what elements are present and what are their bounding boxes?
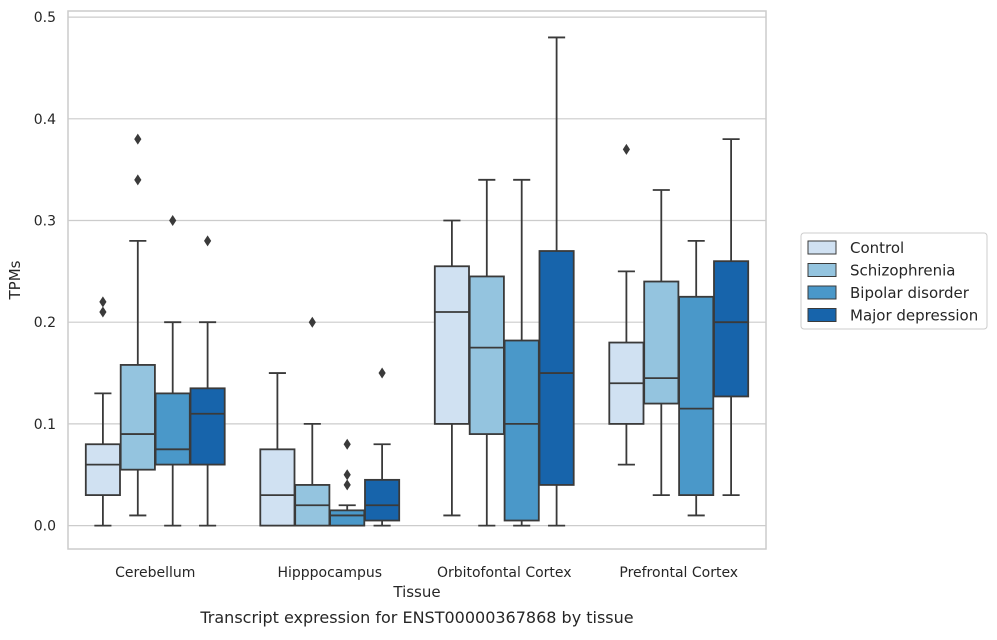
legend-swatch bbox=[807, 263, 837, 277]
box-3-0 bbox=[608, 143, 645, 466]
box-3-1 bbox=[643, 189, 680, 496]
outlier-point bbox=[204, 235, 212, 247]
legend-swatch bbox=[807, 308, 837, 322]
iqr-box bbox=[84, 443, 121, 496]
outlier-point bbox=[343, 469, 351, 481]
x-tick-label: Hipppocampus bbox=[277, 565, 382, 581]
outlier-point bbox=[308, 316, 316, 328]
iqr-box bbox=[364, 478, 401, 522]
iqr-box bbox=[713, 260, 750, 398]
y-tick-label: 0.2 bbox=[34, 315, 56, 331]
y-tick-label: 0.4 bbox=[34, 112, 56, 128]
box-2-2 bbox=[503, 178, 540, 527]
chart-caption: Transcript expression for ENST0000036786… bbox=[199, 608, 633, 627]
box-layer bbox=[84, 36, 750, 527]
x-tick-label: Prefrontal Cortex bbox=[619, 565, 738, 581]
legend-frame bbox=[800, 232, 988, 330]
x-axis-label: Tissue bbox=[392, 583, 440, 601]
outlier-point bbox=[343, 438, 351, 450]
x-tick-label: Orbitofontal Cortex bbox=[437, 565, 572, 581]
legend-label: Major depression bbox=[850, 307, 978, 325]
box-0-2 bbox=[154, 215, 191, 527]
y-axis-label: TPMs bbox=[6, 260, 24, 300]
iqr-box bbox=[468, 275, 505, 435]
legend-label: Control bbox=[850, 239, 904, 257]
x-tick-label: Cerebellum bbox=[115, 565, 195, 581]
iqr-box bbox=[119, 364, 156, 471]
box-0-0 bbox=[84, 296, 121, 527]
outlier-point bbox=[343, 479, 351, 491]
iqr-box bbox=[189, 387, 226, 466]
outlier-point bbox=[134, 133, 142, 145]
box-3-2 bbox=[678, 239, 715, 517]
legend-label: Schizophrenia bbox=[850, 262, 955, 280]
box-2-3 bbox=[538, 36, 575, 527]
iqr-box bbox=[678, 295, 715, 496]
legend-swatch bbox=[807, 240, 837, 255]
outlier-point bbox=[378, 367, 386, 379]
box-1-3 bbox=[364, 367, 401, 527]
iqr-box bbox=[154, 392, 191, 466]
legend-swatch bbox=[807, 285, 837, 300]
iqr-box bbox=[538, 250, 575, 486]
y-tick-label: 0.3 bbox=[34, 214, 56, 230]
legend: Control Schizophrenia Bipolar disorder Majo… bbox=[800, 232, 988, 330]
outlier-point bbox=[169, 215, 177, 227]
y-tick-label: 0.5 bbox=[34, 10, 56, 26]
box-2-1 bbox=[468, 178, 505, 527]
x-tick-labels: Cerebellum Hipppocampus Orbitofontal Corte… bbox=[115, 565, 738, 581]
legend-label: Bipolar disorder bbox=[850, 284, 970, 302]
box-1-0 bbox=[259, 372, 296, 527]
outlier-point bbox=[622, 143, 630, 155]
box-0-1 bbox=[119, 133, 156, 517]
iqr-box bbox=[503, 339, 540, 522]
iqr-box bbox=[433, 265, 470, 425]
y-tick-label: 0.1 bbox=[34, 417, 56, 433]
box-1-1 bbox=[294, 316, 331, 527]
box-2-0 bbox=[433, 219, 470, 517]
iqr-box bbox=[329, 509, 366, 527]
box-1-2 bbox=[329, 438, 366, 527]
outlier-point bbox=[134, 174, 142, 186]
iqr-box bbox=[259, 448, 296, 527]
y-tick-labels: 0.0 0.1 0.2 0.3 0.4 0.5 bbox=[34, 10, 56, 535]
iqr-box bbox=[643, 280, 680, 405]
outlier-point bbox=[99, 306, 107, 318]
plot-frame bbox=[67, 10, 767, 550]
y-tick-label: 0.0 bbox=[34, 519, 56, 535]
box-3-3 bbox=[713, 138, 750, 496]
outlier-point bbox=[99, 296, 107, 308]
box-0-3 bbox=[189, 235, 226, 527]
